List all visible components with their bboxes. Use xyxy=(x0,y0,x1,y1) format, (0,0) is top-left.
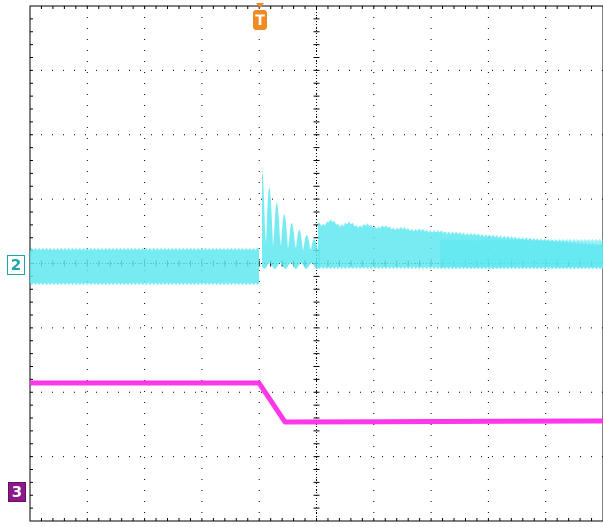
channel-3-waveform xyxy=(30,380,603,425)
trigger-label: T xyxy=(255,13,265,29)
trigger-marker[interactable]: T xyxy=(253,3,267,30)
channel-3-marker[interactable]: 3 xyxy=(8,482,26,502)
channel-2-waveform xyxy=(30,167,603,286)
graticule-grid xyxy=(29,5,603,522)
channel-2-marker[interactable]: 2 xyxy=(7,255,25,275)
